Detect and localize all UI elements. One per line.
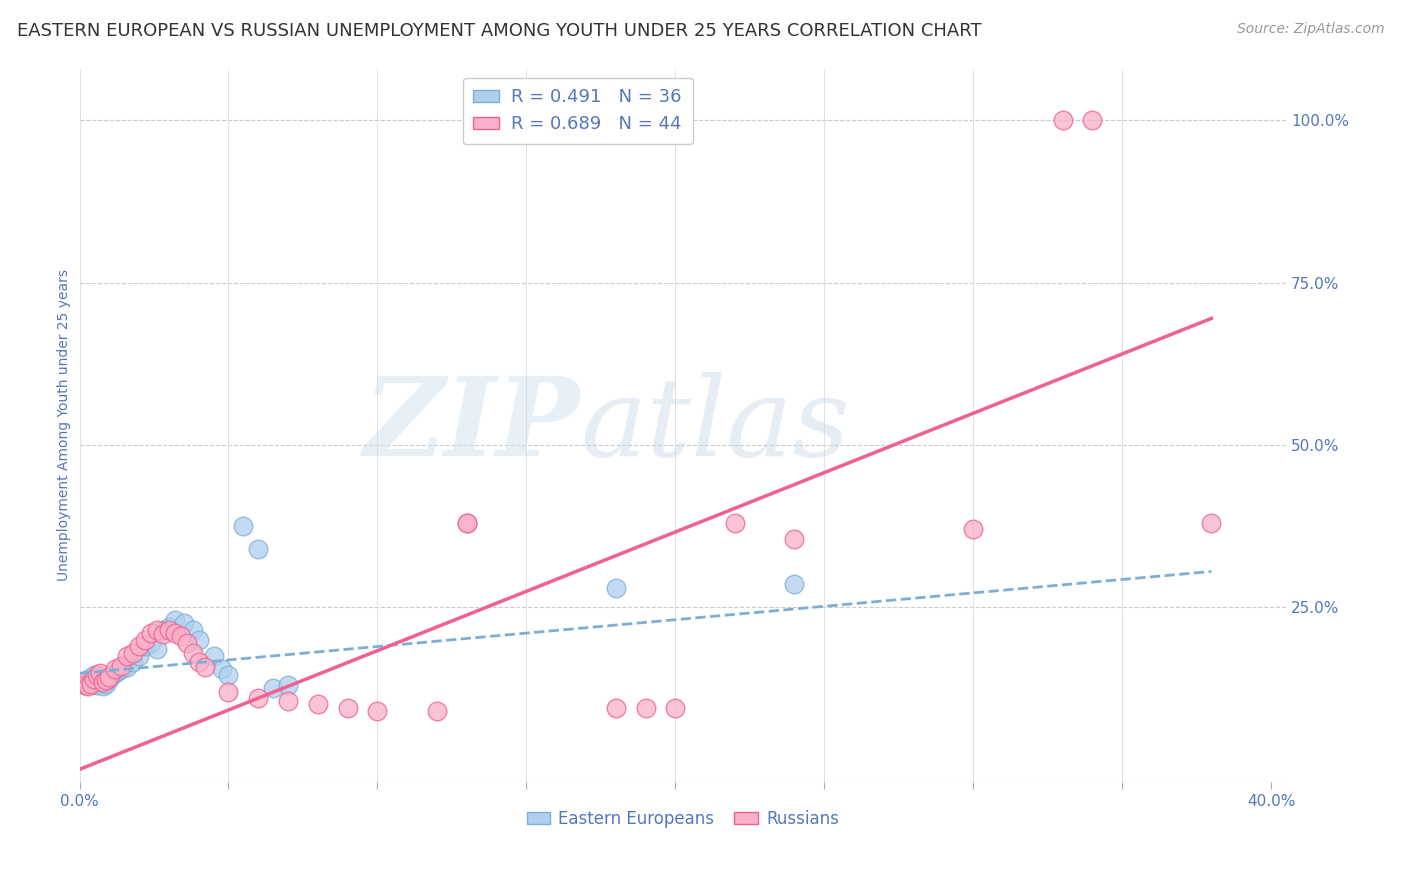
Point bbox=[211, 662, 233, 676]
Point bbox=[77, 679, 100, 693]
Point bbox=[456, 516, 478, 530]
Point bbox=[262, 681, 284, 696]
Point bbox=[104, 666, 127, 681]
Point bbox=[128, 648, 150, 663]
Point bbox=[146, 642, 169, 657]
Point bbox=[1081, 113, 1104, 128]
Text: Source: ZipAtlas.com: Source: ZipAtlas.com bbox=[1237, 22, 1385, 37]
Point bbox=[217, 684, 239, 698]
Point bbox=[134, 639, 156, 653]
Point bbox=[96, 673, 118, 687]
Point bbox=[157, 623, 180, 637]
Point bbox=[80, 676, 103, 690]
Point bbox=[163, 613, 186, 627]
Point bbox=[146, 623, 169, 637]
Point bbox=[163, 626, 186, 640]
Point bbox=[336, 700, 359, 714]
Point bbox=[605, 581, 627, 595]
Point bbox=[194, 660, 217, 674]
Point bbox=[110, 662, 132, 676]
Point bbox=[307, 698, 329, 712]
Point bbox=[456, 516, 478, 530]
Point bbox=[77, 672, 100, 686]
Text: EASTERN EUROPEAN VS RUSSIAN UNEMPLOYMENT AMONG YOUTH UNDER 25 YEARS CORRELATION : EASTERN EUROPEAN VS RUSSIAN UNEMPLOYMENT… bbox=[17, 22, 981, 40]
Point bbox=[187, 632, 209, 647]
Point bbox=[634, 700, 657, 714]
Point bbox=[101, 668, 124, 682]
Point bbox=[89, 674, 111, 689]
Point bbox=[962, 522, 984, 536]
Point bbox=[152, 627, 174, 641]
Point bbox=[366, 704, 388, 718]
Point bbox=[75, 678, 97, 692]
Point bbox=[93, 679, 115, 693]
Point bbox=[80, 674, 103, 689]
Point bbox=[170, 629, 193, 643]
Point bbox=[122, 655, 145, 669]
Point bbox=[83, 668, 105, 682]
Point bbox=[1052, 113, 1074, 128]
Point bbox=[139, 636, 162, 650]
Point bbox=[115, 648, 138, 663]
Point bbox=[107, 664, 129, 678]
Point bbox=[247, 690, 270, 705]
Point bbox=[115, 660, 138, 674]
Point bbox=[134, 632, 156, 647]
Point bbox=[122, 646, 145, 660]
Point bbox=[181, 646, 204, 660]
Point bbox=[128, 639, 150, 653]
Point bbox=[75, 678, 97, 692]
Point bbox=[202, 648, 225, 663]
Point bbox=[1201, 516, 1223, 530]
Y-axis label: Unemployment Among Youth under 25 years: Unemployment Among Youth under 25 years bbox=[58, 269, 72, 582]
Point bbox=[247, 541, 270, 556]
Text: ZIP: ZIP bbox=[364, 372, 581, 479]
Point bbox=[783, 577, 806, 591]
Point bbox=[72, 674, 94, 689]
Point bbox=[152, 623, 174, 637]
Point bbox=[426, 704, 449, 718]
Point bbox=[664, 700, 686, 714]
Text: atlas: atlas bbox=[581, 372, 849, 479]
Point bbox=[98, 670, 121, 684]
Point bbox=[173, 616, 195, 631]
Point bbox=[96, 676, 118, 690]
Point bbox=[89, 666, 111, 681]
Legend: Eastern Europeans, Russians: Eastern Europeans, Russians bbox=[520, 804, 845, 835]
Point bbox=[232, 519, 254, 533]
Point bbox=[86, 678, 108, 692]
Point bbox=[83, 672, 105, 686]
Point bbox=[157, 619, 180, 633]
Point bbox=[93, 674, 115, 689]
Point bbox=[139, 626, 162, 640]
Point bbox=[72, 674, 94, 689]
Point bbox=[98, 672, 121, 686]
Point bbox=[112, 658, 135, 673]
Point bbox=[217, 668, 239, 682]
Point bbox=[110, 658, 132, 673]
Point bbox=[176, 636, 198, 650]
Point bbox=[783, 532, 806, 546]
Point bbox=[86, 668, 108, 682]
Point bbox=[104, 662, 127, 676]
Point bbox=[277, 678, 299, 692]
Point bbox=[277, 694, 299, 708]
Point bbox=[181, 623, 204, 637]
Point bbox=[187, 655, 209, 669]
Point bbox=[605, 700, 627, 714]
Point bbox=[724, 516, 747, 530]
